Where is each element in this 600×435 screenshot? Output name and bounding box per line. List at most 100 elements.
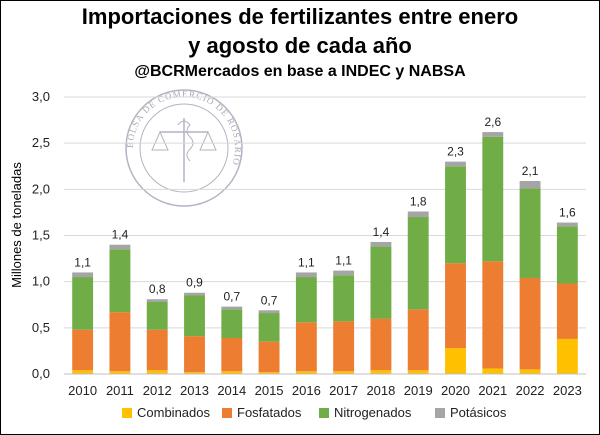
legend-swatch-nitrogenados bbox=[319, 408, 329, 418]
bar-nitrogenados-2022 bbox=[519, 188, 541, 278]
bar-nitrogenados-2021 bbox=[482, 136, 504, 262]
bar-fosfatados-2014 bbox=[221, 337, 243, 372]
bar-potásicos-2021 bbox=[482, 132, 504, 137]
bar-nitrogenados-2013 bbox=[184, 295, 205, 337]
y-tick-label: 0,5 bbox=[32, 320, 50, 335]
y-tick-label: 0,0 bbox=[32, 366, 50, 381]
total-label-2010: 1,1 bbox=[74, 255, 91, 269]
total-label-2018: 1,4 bbox=[373, 225, 390, 239]
bar-fosfatados-2012 bbox=[146, 329, 168, 371]
total-label-2011: 1,4 bbox=[112, 228, 129, 242]
bar-nitrogenados-2018 bbox=[370, 246, 392, 319]
bar-combinados-2020 bbox=[445, 348, 466, 374]
bar-combinados-2014 bbox=[221, 371, 243, 374]
bars bbox=[72, 132, 578, 374]
legend-label-combinados: Combinados bbox=[137, 405, 210, 420]
bar-potásicos-2014 bbox=[221, 306, 243, 310]
bar-nitrogenados-2014 bbox=[221, 309, 243, 338]
bar-combinados-2017 bbox=[333, 371, 355, 374]
legend: Combinados Fosfatados Nitrogenados Potásico… bbox=[122, 405, 507, 420]
watermark-seal: BOLSA DE COMERCIO DE ROSARIO bbox=[125, 89, 243, 207]
legend-label-fosfatados: Fosfatados bbox=[237, 405, 302, 420]
legend-label-potásicos: Potásicos bbox=[450, 405, 507, 420]
bar-nitrogenados-2020 bbox=[445, 166, 466, 264]
x-tick-label: 2018 bbox=[366, 383, 395, 398]
bar-potásicos-2017 bbox=[333, 270, 355, 276]
bar-fosfatados-2020 bbox=[445, 263, 466, 349]
bar-potásicos-2015 bbox=[258, 310, 280, 314]
bar-potásicos-2020 bbox=[445, 161, 466, 167]
total-label-2019: 1,8 bbox=[410, 194, 427, 208]
bar-combinados-2023 bbox=[556, 338, 578, 374]
y-tick-label: 3,0 bbox=[32, 89, 50, 104]
bar-combinados-2018 bbox=[370, 370, 392, 374]
bar-nitrogenados-2023 bbox=[556, 226, 578, 284]
bar-fosfatados-2017 bbox=[333, 321, 355, 372]
x-tick-label: 2021 bbox=[478, 383, 507, 398]
bar-potásicos-2018 bbox=[370, 241, 392, 247]
legend-swatch-combinados bbox=[122, 408, 132, 418]
x-tick-label: 2010 bbox=[68, 383, 97, 398]
x-axis-ticks: 2010 2011 2012 2013 2014 2015 2016 2017 2018 2019… bbox=[68, 383, 582, 398]
total-labels: 1,1 1,4 0,8 0,9 0,7 0,7 1,1 1,1 1,4 1,8 2,3 2,6 2,1 1… bbox=[74, 115, 576, 307]
bar-fosfatados-2010 bbox=[72, 329, 94, 371]
bar-nitrogenados-2011 bbox=[109, 249, 131, 313]
bar-nitrogenados-2015 bbox=[258, 313, 280, 342]
bar-fosfatados-2023 bbox=[556, 283, 578, 339]
legend-swatch-potásicos bbox=[435, 408, 445, 418]
x-tick-label: 2016 bbox=[292, 383, 321, 398]
bar-fosfatados-2018 bbox=[370, 318, 392, 371]
y-tick-label: 2,0 bbox=[32, 181, 50, 196]
bar-combinados-2022 bbox=[519, 369, 541, 374]
bar-combinados-2016 bbox=[295, 371, 317, 374]
bar-combinados-2019 bbox=[407, 370, 429, 374]
total-label-2013: 0,9 bbox=[186, 276, 203, 290]
y-tick-label: 1,5 bbox=[32, 228, 50, 243]
bar-combinados-2011 bbox=[109, 371, 131, 374]
total-label-2012: 0,8 bbox=[149, 282, 166, 296]
x-tick-label: 2011 bbox=[106, 383, 134, 398]
legend-label-nitrogenados: Nitrogenados bbox=[334, 405, 412, 420]
x-tick-label: 2014 bbox=[217, 383, 246, 398]
chart-title-line-2: y agosto de cada año bbox=[188, 33, 412, 58]
bar-fosfatados-2019 bbox=[407, 309, 429, 371]
bar-combinados-2021 bbox=[482, 368, 504, 374]
bar-fosfatados-2015 bbox=[258, 341, 280, 373]
chart-subtitle: @BCRMercados en base a INDEC y NABSA bbox=[134, 63, 466, 80]
bar-combinados-2010 bbox=[72, 370, 94, 374]
bar-fosfatados-2013 bbox=[184, 336, 205, 373]
bar-fosfatados-2022 bbox=[519, 277, 541, 370]
bar-potásicos-2019 bbox=[407, 211, 429, 218]
x-tick-label: 2012 bbox=[143, 383, 172, 398]
bar-combinados-2012 bbox=[146, 370, 168, 374]
bar-potásicos-2023 bbox=[556, 222, 578, 227]
y-tick-label: 2,5 bbox=[32, 135, 50, 150]
gridlines bbox=[64, 96, 586, 329]
bar-potásicos-2022 bbox=[519, 181, 541, 189]
x-tick-label: 2013 bbox=[180, 383, 209, 398]
bar-nitrogenados-2010 bbox=[72, 277, 94, 330]
bar-fosfatados-2016 bbox=[295, 322, 317, 372]
bar-combinados-2015 bbox=[258, 372, 280, 374]
total-label-2022: 2,1 bbox=[522, 164, 539, 178]
x-tick-label: 2022 bbox=[516, 383, 545, 398]
bar-nitrogenados-2016 bbox=[295, 277, 317, 323]
total-label-2016: 1,1 bbox=[298, 255, 315, 269]
bar-potásicos-2016 bbox=[295, 272, 317, 278]
total-label-2023: 1,6 bbox=[559, 206, 576, 220]
x-tick-label: 2017 bbox=[329, 383, 358, 398]
total-label-2021: 2,6 bbox=[484, 115, 501, 129]
x-tick-label: 2015 bbox=[255, 383, 284, 398]
bar-combinados-2013 bbox=[184, 372, 205, 374]
y-tick-label: 1,0 bbox=[32, 274, 50, 289]
chart-title-line-1: Importaciones de fertilizantes entre ene… bbox=[81, 4, 519, 29]
bar-nitrogenados-2019 bbox=[407, 217, 429, 310]
total-label-2014: 0,7 bbox=[223, 290, 240, 304]
bar-nitrogenados-2017 bbox=[333, 275, 355, 322]
x-tick-label: 2023 bbox=[553, 383, 582, 398]
bar-potásicos-2013 bbox=[184, 292, 205, 296]
bar-fosfatados-2011 bbox=[109, 312, 131, 372]
bar-fosfatados-2021 bbox=[482, 261, 504, 369]
bar-potásicos-2012 bbox=[146, 299, 168, 302]
